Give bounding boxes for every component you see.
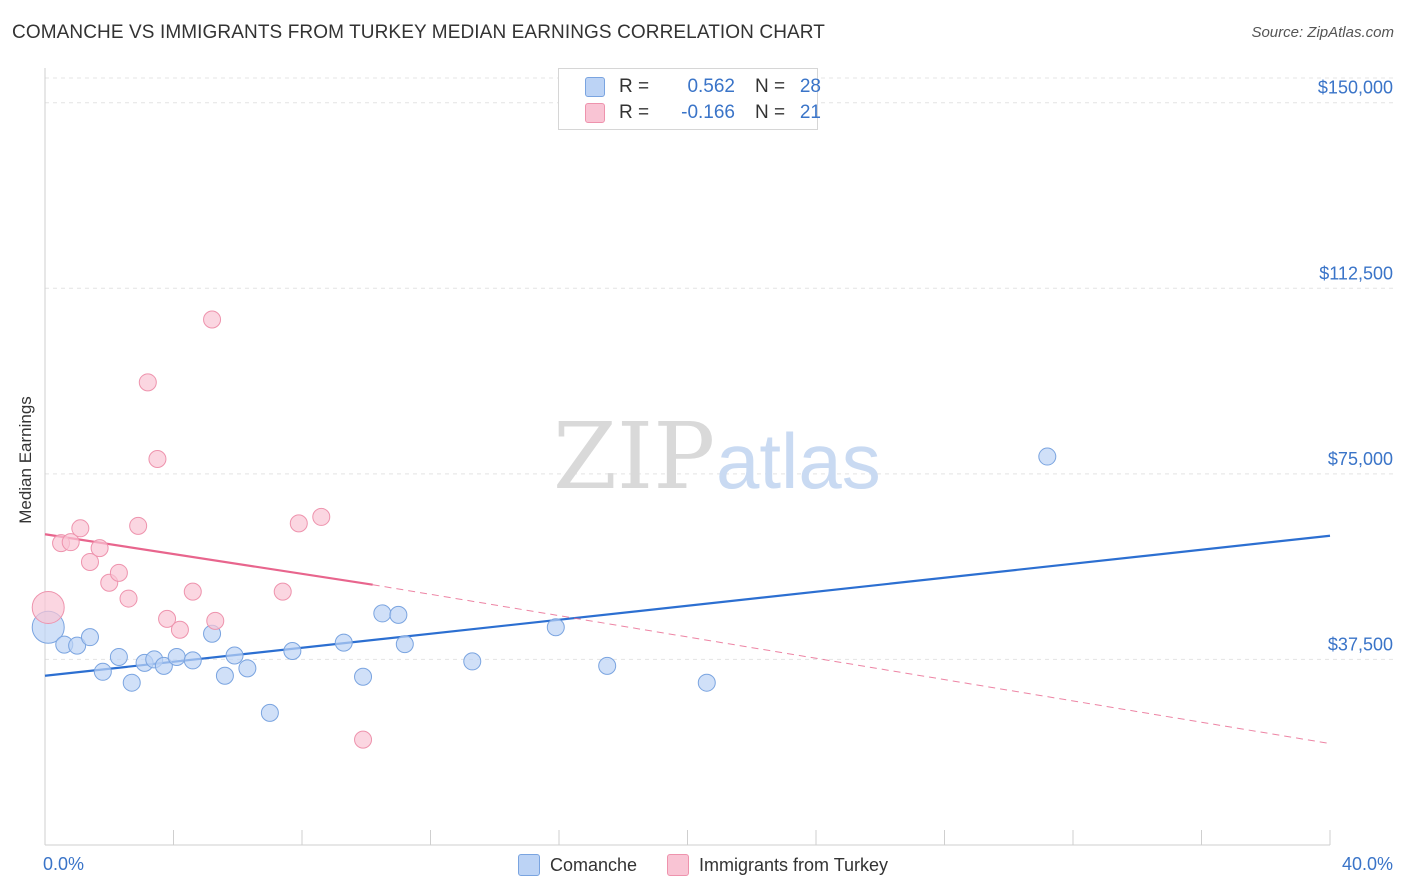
y-tick-label: $75,000: [1328, 449, 1393, 469]
data-point-turkey: [170, 620, 189, 639]
stats-row-comanche: R = 0.562 N = 28: [585, 74, 821, 100]
y-tick-label: $37,500: [1328, 634, 1393, 654]
data-point-turkey: [119, 589, 138, 608]
n-label: N =: [755, 102, 786, 123]
r-value: -0.166: [681, 102, 735, 123]
data-point-comanche: [1038, 447, 1057, 466]
y-tick-label: $112,500: [1319, 263, 1393, 283]
data-point-turkey: [138, 373, 157, 392]
x-tick-label: 40.0%: [1342, 854, 1393, 874]
data-point-comanche: [389, 605, 408, 624]
r-label: R =: [619, 102, 650, 123]
watermark-zip: ZIP: [553, 403, 715, 510]
legend: Comanche Immigrants from Turkey: [0, 852, 1406, 878]
data-point-comanche: [68, 636, 87, 655]
data-point-comanche: [697, 673, 716, 692]
data-point-comanche: [373, 604, 392, 623]
n-label: N =: [755, 76, 786, 97]
data-point-turkey: [158, 609, 177, 628]
data-point-turkey: [61, 533, 80, 552]
trend-layer: [44, 533, 1331, 745]
data-point-comanche: [260, 703, 279, 722]
data-point-turkey: [80, 552, 99, 571]
trendline-extension-turkey: [372, 584, 1331, 745]
trendline-comanche: [44, 534, 1331, 677]
data-point-comanche: [598, 656, 617, 675]
n-value: 28: [799, 76, 821, 97]
data-point-turkey: [31, 590, 65, 624]
chart-title: COMANCHE VS IMMIGRANTS FROM TURKEY MEDIA…: [12, 22, 825, 43]
r-label: R =: [619, 76, 650, 97]
data-point-turkey: [109, 563, 128, 582]
data-point-comanche: [154, 656, 173, 675]
source-label: Source: ZipAtlas.com: [1251, 24, 1394, 41]
data-point-turkey: [148, 450, 167, 469]
stats-swatch-turkey: [585, 103, 605, 123]
data-point-turkey: [183, 582, 202, 601]
legend-item-comanche[interactable]: Comanche: [517, 854, 637, 876]
data-point-turkey: [129, 516, 148, 535]
data-point-turkey: [90, 539, 109, 558]
data-point-comanche: [80, 628, 99, 647]
data-point-comanche: [354, 667, 373, 686]
stats-row-turkey: R = -0.166 N = 21: [585, 100, 821, 126]
data-point-comanche: [546, 618, 565, 637]
data-point-comanche: [225, 646, 244, 665]
data-point-turkey: [71, 519, 90, 538]
grid-layer: [45, 77, 1395, 660]
y-tick-label: $150,000: [1318, 78, 1393, 98]
data-point-comanche: [93, 662, 112, 681]
data-point-comanche: [215, 666, 234, 685]
points-layer: [31, 310, 1057, 749]
stats-box: R = 0.562 N = 28 R = -0.166 N = 21: [558, 68, 821, 130]
legend-label-turkey: Immigrants from Turkey: [699, 854, 889, 875]
data-point-comanche: [109, 647, 128, 666]
data-point-comanche: [283, 642, 302, 661]
data-point-comanche: [183, 651, 202, 670]
data-point-comanche: [167, 647, 186, 666]
data-point-comanche: [395, 635, 414, 654]
watermark-atlas: atlas: [716, 417, 881, 505]
legend-swatch-turkey: [667, 854, 689, 876]
r-value: 0.562: [687, 76, 735, 97]
stats-swatch-comanche: [585, 77, 605, 97]
data-point-turkey: [289, 514, 308, 533]
legend-label-comanche: Comanche: [549, 854, 637, 875]
data-point-comanche: [238, 659, 257, 678]
data-point-turkey: [312, 507, 331, 526]
data-point-turkey: [203, 310, 222, 329]
legend-swatch-comanche: [517, 854, 540, 876]
legend-item-turkey[interactable]: Immigrants from Turkey: [667, 854, 888, 876]
data-point-comanche: [463, 652, 482, 671]
data-point-turkey: [354, 730, 373, 749]
watermark: ZIP atlas: [553, 403, 881, 510]
data-point-turkey: [273, 582, 292, 601]
data-point-comanche: [334, 633, 353, 652]
data-point-turkey: [206, 611, 225, 630]
tick-label-layer: $37,500 $75,000 $112,500 $150,000 0.0% 40.0%: [43, 78, 1393, 874]
data-point-comanche: [122, 673, 141, 692]
n-value: 21: [799, 102, 821, 123]
x-tick-label: 0.0%: [43, 854, 84, 874]
axis-layer: [44, 68, 1331, 846]
